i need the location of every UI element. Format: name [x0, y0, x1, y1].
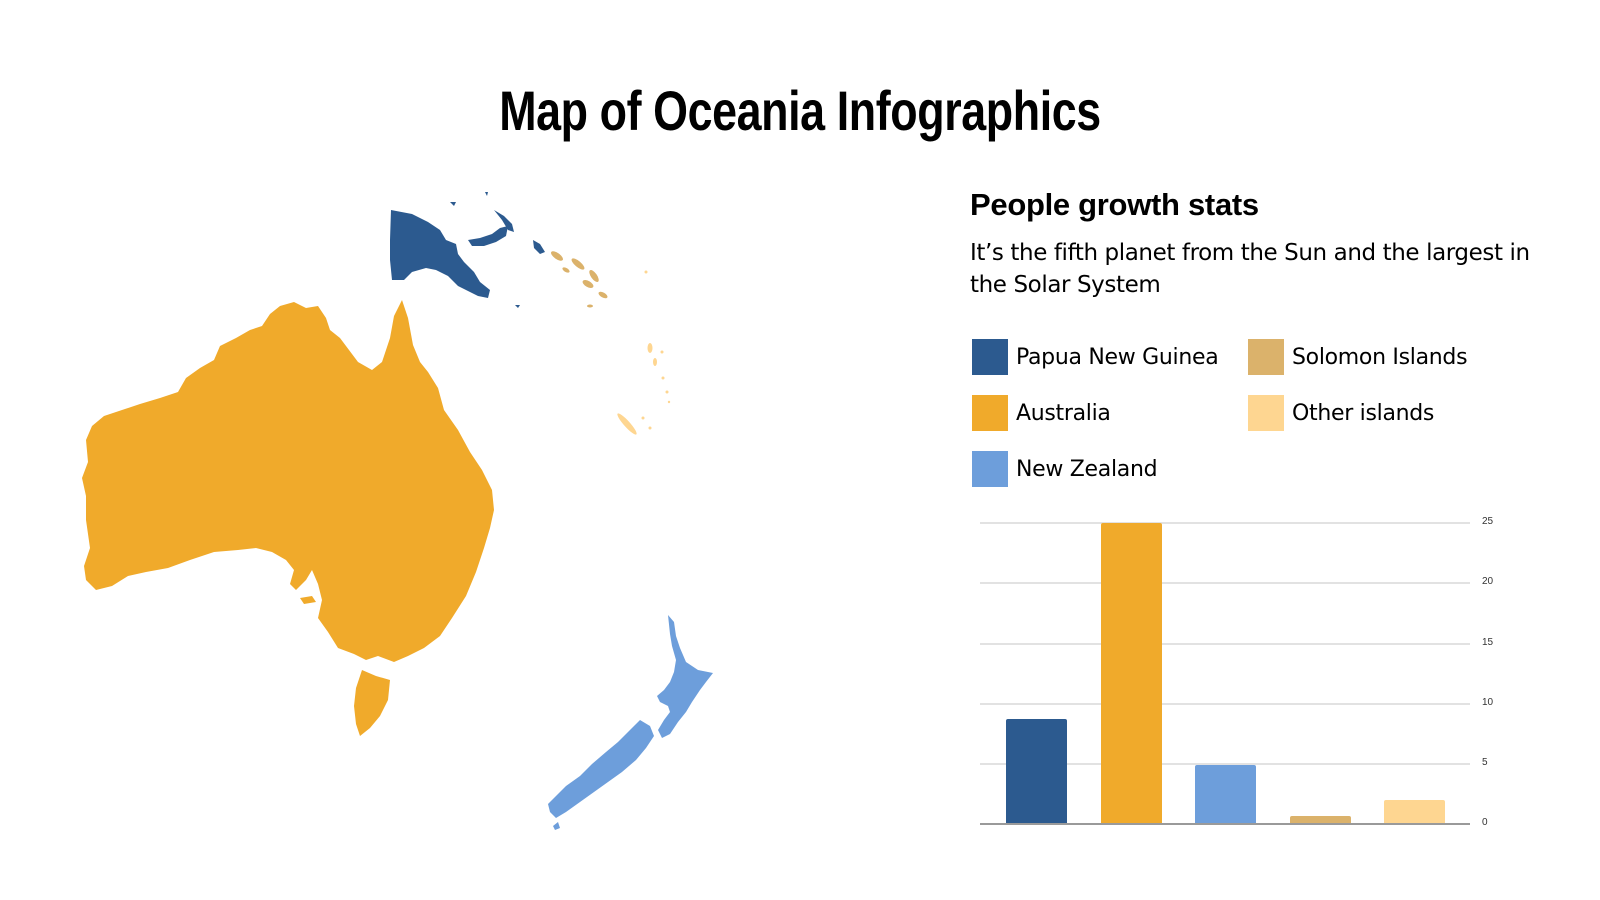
legend-item: Solomon Islands — [1248, 339, 1468, 375]
map-region-solomon-islands — [551, 251, 608, 308]
legend-label: Other islands — [1292, 400, 1435, 426]
gridline-5 — [980, 763, 1470, 765]
legend-item: New Zealand — [972, 451, 1158, 487]
legend-item: Papua New Guinea — [972, 339, 1219, 375]
gridline-25 — [980, 522, 1470, 524]
legend-swatch-solomon-islands — [1248, 339, 1284, 375]
map-region-other-islands — [617, 270, 671, 435]
legend-item: Other islands — [1248, 395, 1434, 431]
y-tick-label: 20 — [1482, 576, 1494, 587]
page-title-text: Map of Oceania Infographics — [499, 79, 1101, 142]
map-region-new-zealand — [548, 615, 713, 830]
y-tick-label: 5 — [1482, 757, 1488, 768]
stats-panel: People growth stats It’s the fifth plane… — [970, 185, 1550, 301]
bar-solomon-islands — [1290, 815, 1351, 823]
map-region-papua-new-guinea — [390, 192, 545, 308]
gridline-15 — [980, 643, 1470, 645]
oceania-map — [82, 192, 713, 830]
bar-chart: 25 20 15 10 5 0 — [980, 510, 1520, 840]
legend-label: Solomon Islands — [1292, 344, 1468, 370]
legend-item: Australia — [972, 395, 1111, 431]
legend-label: Papua New Guinea — [1016, 344, 1219, 370]
legend-swatch-papua-new-guinea — [972, 339, 1008, 375]
bar-new-zealand — [1195, 765, 1256, 823]
gridline-10 — [980, 703, 1470, 705]
y-tick-label: 10 — [1482, 697, 1494, 708]
legend-label: New Zealand — [1016, 456, 1158, 482]
legend-swatch-new-zealand — [972, 451, 1008, 487]
legend-swatch-other-islands — [1248, 395, 1284, 431]
map-region-australia — [82, 300, 494, 736]
x-axis-baseline — [980, 823, 1470, 825]
y-tick-label: 15 — [1482, 637, 1494, 648]
chart-legend: Papua New Guinea Australia New Zealand S… — [972, 339, 1532, 499]
bar-australia — [1101, 523, 1162, 823]
stats-heading: People growth stats — [970, 187, 1259, 222]
legend-swatch-australia — [972, 395, 1008, 431]
bar-other-islands — [1384, 800, 1445, 823]
y-tick-label: 25 — [1482, 516, 1494, 527]
stats-description: It’s the fifth planet from the Sun and t… — [970, 240, 1530, 298]
gridline-20 — [980, 582, 1470, 584]
bar-papua-new-guinea — [1006, 718, 1067, 823]
page-title: Map of Oceania Infographics — [0, 78, 1600, 143]
y-tick-label: 0 — [1482, 817, 1488, 828]
legend-label: Australia — [1016, 400, 1111, 426]
